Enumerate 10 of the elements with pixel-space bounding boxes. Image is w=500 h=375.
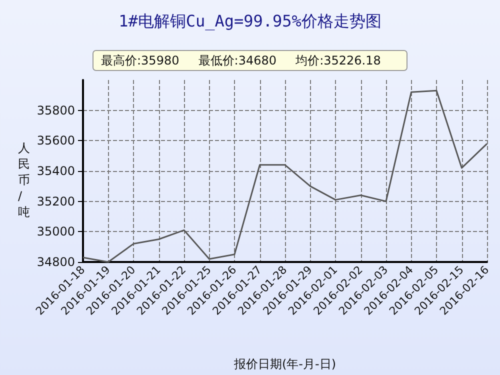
y-tick-label: 34800 [36, 255, 75, 269]
y-axis-title: 人民币/吨 [18, 141, 30, 219]
y-tick-label: 35400 [36, 164, 75, 178]
y-tick-label: 35800 [36, 103, 75, 118]
text: 最高价:35980 最低价:34680 均价:35226.18 [101, 54, 381, 68]
x-axis-title: 报价日期(年-月-日) [232, 357, 336, 371]
chart-title: 1#电解铜Cu_Ag=99.95%价格走势图 [118, 12, 382, 30]
y-tick-label: 35000 [36, 224, 75, 239]
y-tick-label: 35600 [36, 134, 75, 148]
y-tick-label: 35200 [36, 194, 75, 208]
